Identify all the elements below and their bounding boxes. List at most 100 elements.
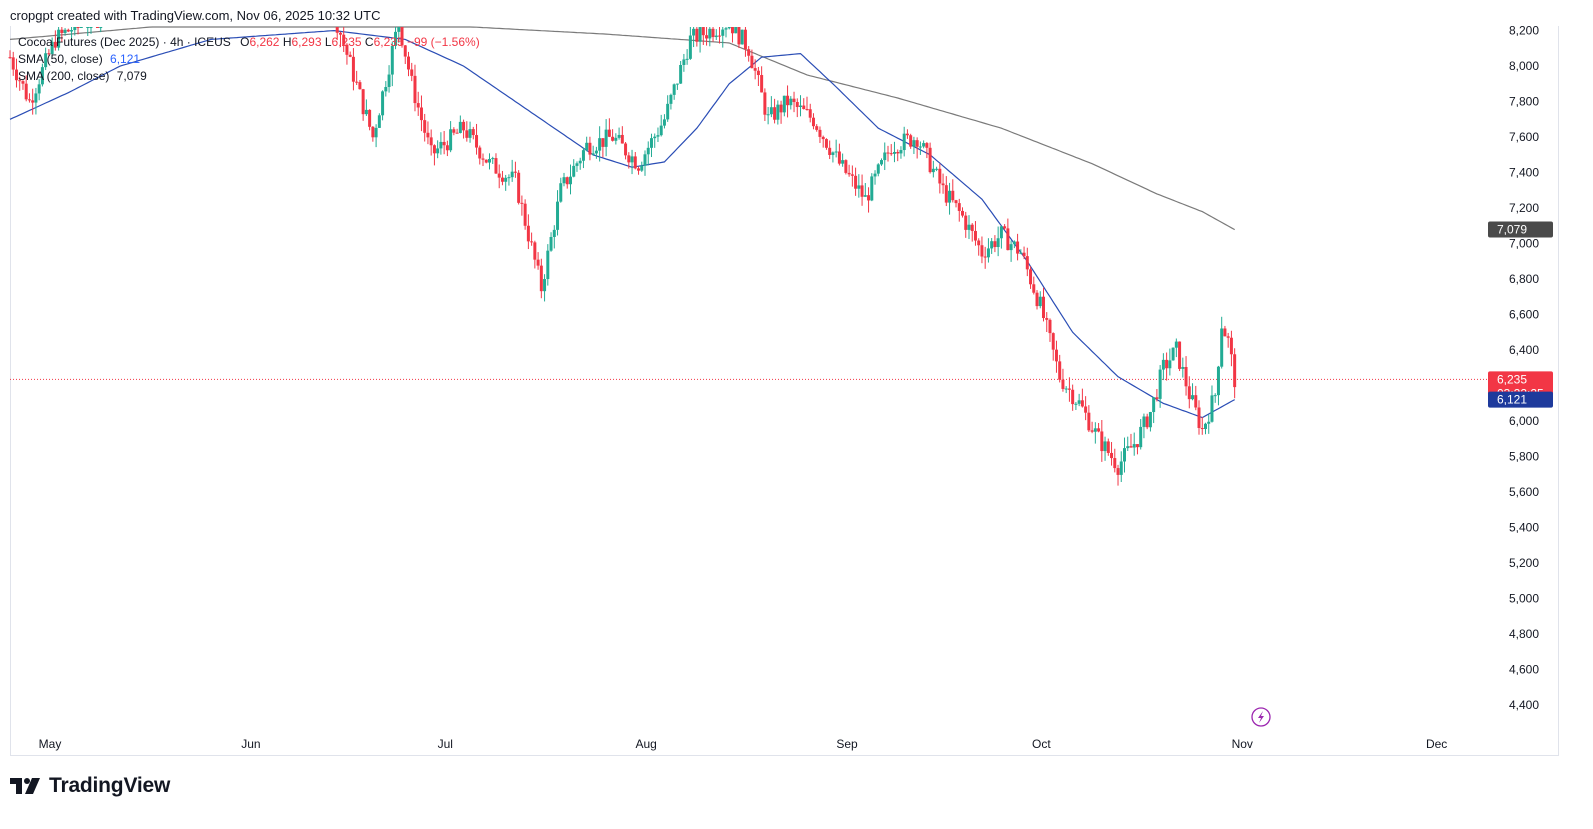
x-tick-label: Aug — [635, 737, 656, 751]
tradingview-wordmark: TradingView — [49, 774, 171, 797]
candle — [640, 161, 644, 172]
candle — [406, 51, 410, 77]
candle — [368, 109, 372, 131]
candle — [559, 177, 563, 203]
candle — [1145, 413, 1149, 430]
candle — [1152, 397, 1156, 424]
candle — [734, 27, 738, 34]
legend-sma200-row[interactable]: SMA (200, close) 7,079 — [18, 68, 480, 85]
candle — [727, 27, 731, 30]
y-tick-label: 7,200 — [1509, 201, 1539, 215]
chart-legend: Cocoa Futures (Dec 2025) · 4h · ICEUS O6… — [18, 34, 480, 85]
candle — [1191, 383, 1195, 401]
y-tick-label: 7,000 — [1509, 237, 1539, 251]
y-tick-label: 7,600 — [1509, 130, 1539, 144]
y-tick-label: 4,600 — [1509, 663, 1539, 677]
candle — [967, 215, 971, 240]
candle — [928, 142, 932, 174]
candle — [604, 119, 608, 157]
tradingview-brand[interactable]: TradingView — [10, 774, 170, 798]
candle — [1178, 341, 1182, 372]
legend-close-label: C — [364, 35, 374, 49]
candle — [95, 27, 99, 29]
chart-frame[interactable] — [10, 26, 1559, 756]
candle — [348, 51, 352, 58]
candle — [818, 126, 822, 143]
candle — [1100, 420, 1104, 462]
candle — [1035, 290, 1039, 310]
candle — [824, 138, 828, 150]
candle — [1132, 432, 1136, 456]
candle — [575, 161, 579, 172]
lightning-icon[interactable] — [1251, 707, 1271, 727]
candle — [915, 137, 919, 159]
y-tick-label: 7,800 — [1509, 95, 1539, 109]
legend-change: −99 (−1.56%) — [406, 35, 480, 49]
candle — [591, 145, 595, 156]
candle — [581, 147, 585, 169]
candle — [510, 159, 514, 182]
sma50-price-badge: 6,121 — [1488, 391, 1553, 408]
candle — [1103, 436, 1107, 461]
candle — [458, 115, 462, 134]
candle — [63, 28, 67, 36]
candle — [973, 221, 977, 246]
candle — [533, 240, 537, 269]
candle — [847, 164, 851, 177]
legend-sma50-row[interactable]: SMA (50, close) 6,121 — [18, 51, 480, 68]
candle — [40, 63, 44, 87]
candle — [870, 173, 874, 202]
candle — [552, 225, 556, 249]
candle — [410, 62, 414, 82]
candle — [792, 91, 796, 113]
candle — [1048, 318, 1052, 342]
candle — [497, 164, 501, 189]
legend-sma50-label: SMA (50, close) — [18, 52, 103, 66]
candle — [1074, 401, 1078, 411]
candle — [70, 27, 74, 40]
y-tick-label: 5,000 — [1509, 592, 1539, 606]
candle — [390, 41, 394, 87]
candle — [442, 130, 446, 155]
candle — [961, 207, 965, 218]
candle — [478, 145, 482, 165]
candle — [941, 173, 945, 194]
candle — [821, 135, 825, 148]
candle — [1226, 332, 1230, 348]
candle — [1200, 416, 1204, 435]
candle — [73, 27, 77, 36]
candle — [546, 244, 550, 286]
candle — [18, 76, 22, 91]
candle — [912, 136, 916, 154]
candle — [905, 129, 909, 139]
candle — [1113, 448, 1117, 473]
candle — [426, 121, 430, 145]
candle — [637, 166, 641, 175]
y-tick-label: 6,600 — [1509, 308, 1539, 322]
candle — [403, 44, 407, 65]
candle — [1229, 330, 1233, 367]
candle — [892, 141, 896, 163]
candle — [844, 159, 848, 175]
legend-sma200-label: SMA (200, close) — [18, 69, 110, 83]
candle — [935, 166, 939, 172]
candle — [808, 103, 812, 123]
tradingview-logo-icon — [10, 776, 43, 796]
candle — [53, 30, 57, 51]
candle — [802, 98, 806, 110]
candle — [79, 27, 83, 28]
candles-group — [8, 27, 1237, 486]
candle — [750, 49, 754, 69]
candle — [504, 174, 508, 191]
candle — [1016, 233, 1020, 261]
candle — [1087, 405, 1091, 433]
last-price-badge-text: 6,235 — [1497, 372, 1527, 386]
attribution-text: cropgpt created with TradingView.com, No… — [10, 8, 381, 23]
candle — [37, 79, 41, 101]
candle — [799, 95, 803, 117]
legend-high-value: 6,293 — [291, 35, 322, 49]
candle — [86, 27, 90, 37]
candle — [27, 93, 31, 103]
candle — [1032, 276, 1036, 295]
